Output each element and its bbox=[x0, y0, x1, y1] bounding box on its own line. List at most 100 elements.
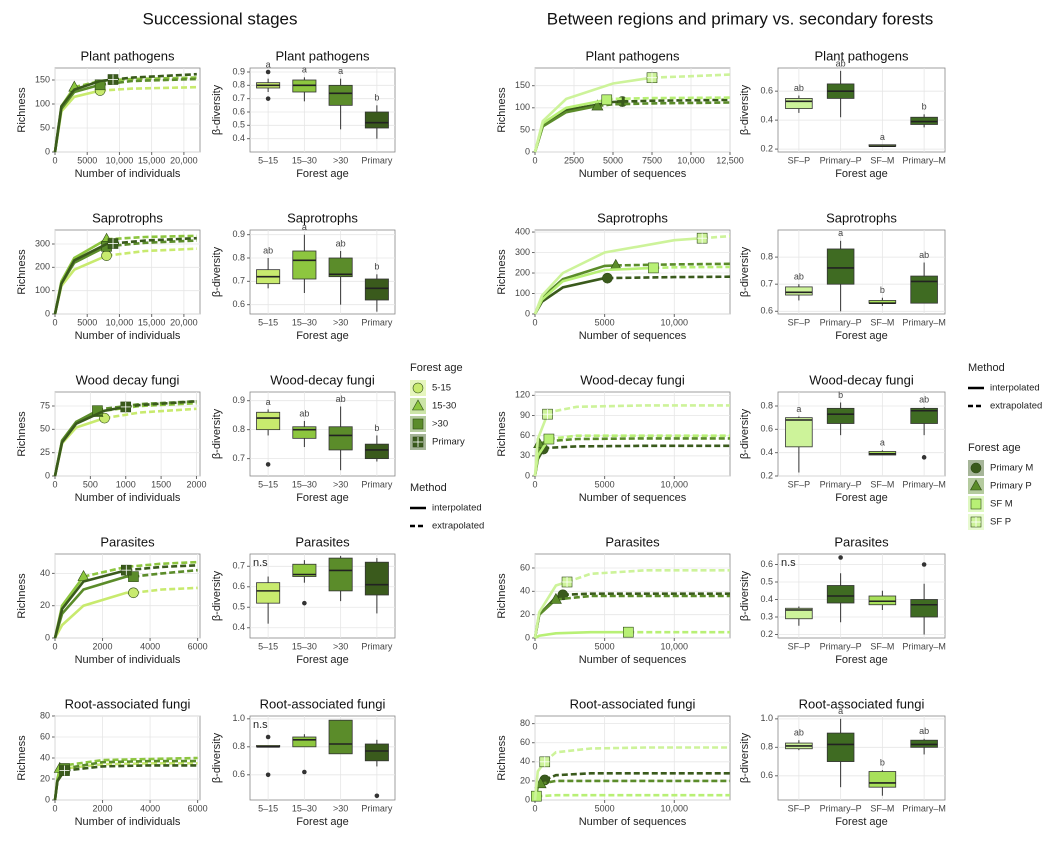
y-axis-label: β-diversity bbox=[211, 84, 223, 135]
y-tick-label: 0.6 bbox=[760, 559, 773, 569]
x-axis-label: Forest age bbox=[835, 492, 888, 504]
box bbox=[256, 582, 281, 604]
x-tick-label: 0 bbox=[52, 479, 57, 489]
y-tick-label: 0.6 bbox=[760, 306, 773, 316]
section-title: Between regions and primary vs. secondar… bbox=[547, 9, 933, 28]
x-tick-label: 6000 bbox=[188, 641, 208, 651]
significance-letter: ab bbox=[336, 394, 346, 404]
y-tick-label: 50 bbox=[40, 122, 50, 132]
x-tick-label: Primary bbox=[361, 479, 392, 489]
extrapolated-line bbox=[543, 746, 730, 763]
legend-label: SF M bbox=[990, 499, 1013, 510]
x-tick-label: 2000 bbox=[93, 641, 113, 651]
x-axis-label: Number of sequences bbox=[579, 654, 687, 666]
interpolated-line bbox=[533, 76, 653, 153]
x-axis-label: Forest age bbox=[296, 330, 349, 342]
legend-label: interpolated bbox=[990, 383, 1040, 394]
y-tick-label: 0.8 bbox=[232, 80, 245, 90]
x-tick-label: 5000 bbox=[603, 155, 623, 165]
extrapolated-line bbox=[133, 568, 198, 578]
panel-title: Root-associated fungi bbox=[570, 696, 696, 711]
y-tick-label: 0.7 bbox=[232, 276, 245, 286]
y-tick-label: 400 bbox=[515, 226, 530, 236]
x-tick-label: 0 bbox=[532, 803, 537, 813]
y-tick-label: 30 bbox=[520, 450, 530, 460]
y-tick-label: 0 bbox=[45, 308, 50, 318]
y-tick-label: 0 bbox=[525, 794, 530, 804]
extrapolated-line bbox=[126, 564, 198, 572]
interpolated-line bbox=[533, 413, 549, 477]
significance-letter: a bbox=[338, 66, 343, 76]
y-tick-label: 0 bbox=[45, 146, 50, 156]
y-tick-label: 300 bbox=[515, 247, 530, 257]
panel-title: Root-associated fungi bbox=[65, 696, 191, 711]
y-tick-label: 300 bbox=[35, 238, 50, 248]
y-tick-label: 0.2 bbox=[760, 629, 773, 639]
legend-label: 15-30 bbox=[432, 401, 456, 412]
y-tick-label: 0.8 bbox=[760, 400, 773, 410]
legend-label: Primary P bbox=[990, 481, 1032, 492]
y-tick-label: 1.0 bbox=[760, 713, 773, 723]
y-tick-label: 0.2 bbox=[760, 470, 773, 480]
legend-label: 5-15 bbox=[432, 383, 451, 394]
plot-area bbox=[249, 67, 396, 153]
y-axis-label: Richness bbox=[16, 249, 28, 295]
extrapolated-line bbox=[112, 236, 197, 245]
box bbox=[364, 111, 389, 129]
panel-title: Wood-decay fungi bbox=[580, 372, 685, 387]
box bbox=[785, 417, 813, 448]
marker bbox=[549, 592, 562, 604]
x-axis-label: Forest age bbox=[296, 816, 349, 828]
legend-label: extrapolated bbox=[432, 521, 484, 532]
x-tick-label: 0 bbox=[532, 479, 537, 489]
x-tick-label: 5000 bbox=[77, 317, 97, 327]
plot-area bbox=[777, 67, 946, 153]
x-tick-label: 5000 bbox=[595, 803, 615, 813]
x-tick-label: 20,000 bbox=[170, 317, 198, 327]
x-tick-label: 20,000 bbox=[170, 155, 198, 165]
y-axis-label: β-diversity bbox=[211, 570, 223, 621]
y-axis-label: Richness bbox=[496, 87, 508, 133]
plot-area bbox=[534, 715, 731, 801]
x-axis-label: Number of sequences bbox=[579, 168, 687, 180]
panel-title: Plant pathogens bbox=[81, 48, 175, 63]
significance-letter: a bbox=[796, 404, 801, 414]
box bbox=[364, 743, 389, 762]
panel-title: Wood-decay fungi bbox=[270, 372, 375, 387]
box bbox=[328, 426, 353, 451]
panel-title: Parasites bbox=[605, 534, 660, 549]
panel-title: Saprotrophs bbox=[826, 210, 897, 225]
y-tick-label: 60 bbox=[40, 731, 50, 741]
marker bbox=[648, 262, 659, 274]
y-axis-label: Richness bbox=[16, 573, 28, 619]
x-tick-label: 15–30 bbox=[292, 641, 317, 651]
interpolated-line bbox=[534, 630, 629, 640]
significance-letter: ab bbox=[836, 58, 846, 68]
x-tick-label: 10,000 bbox=[106, 155, 134, 165]
x-tick-label: 10,000 bbox=[661, 803, 689, 813]
panel-title: Plant pathogens bbox=[276, 48, 370, 63]
box bbox=[328, 257, 353, 278]
significance-letter: ab bbox=[794, 728, 804, 738]
y-tick-label: 100 bbox=[35, 98, 50, 108]
x-tick-label: SF–P bbox=[788, 641, 811, 651]
y-tick-label: 150 bbox=[35, 74, 50, 84]
significance-letter: a bbox=[266, 397, 271, 407]
annotation: n.s bbox=[253, 557, 268, 569]
interpolated-line bbox=[53, 568, 127, 639]
x-tick-label: SF–P bbox=[788, 479, 811, 489]
extrapolated-line bbox=[653, 265, 731, 270]
x-tick-label: >30 bbox=[333, 317, 348, 327]
x-tick-label: 10,000 bbox=[106, 317, 134, 327]
box bbox=[826, 248, 855, 285]
significance-letter: ab bbox=[919, 395, 929, 405]
box bbox=[256, 411, 281, 431]
x-tick-label: 5000 bbox=[595, 479, 615, 489]
x-axis-label: Number of sequences bbox=[579, 492, 687, 504]
extrapolated-line bbox=[615, 262, 731, 267]
legend-title: Forest age bbox=[410, 362, 463, 374]
panel-title: Plant pathogens bbox=[586, 48, 680, 63]
marker bbox=[969, 479, 983, 491]
y-tick-label: 100 bbox=[35, 285, 50, 295]
y-tick-label: 20 bbox=[40, 773, 50, 783]
